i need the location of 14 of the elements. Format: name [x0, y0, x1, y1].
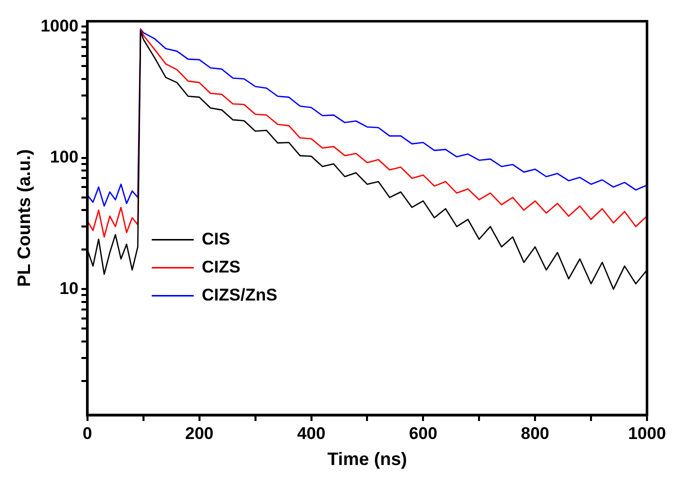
- y-tick-label: 100: [50, 148, 78, 167]
- y-tick-label: 10: [59, 278, 78, 298]
- y-tick-label: 1000: [40, 16, 78, 36]
- y-axis-title: PL Counts (a.u.): [14, 149, 34, 287]
- x-axis-title: Time (ns): [327, 449, 408, 470]
- legend-label: CIS: [202, 229, 230, 248]
- legend-label: CIZS: [202, 257, 241, 276]
- legend-label: CIZS/ZnS: [202, 285, 278, 304]
- x-tick-label: 0: [82, 424, 92, 443]
- x-tick-label: 800: [520, 424, 550, 443]
- x-tick-label: 400: [297, 424, 326, 443]
- x-tick-label: 200: [185, 424, 214, 443]
- x-tick-label: 600: [408, 424, 438, 443]
- x-tick-label: 1000: [628, 424, 666, 443]
